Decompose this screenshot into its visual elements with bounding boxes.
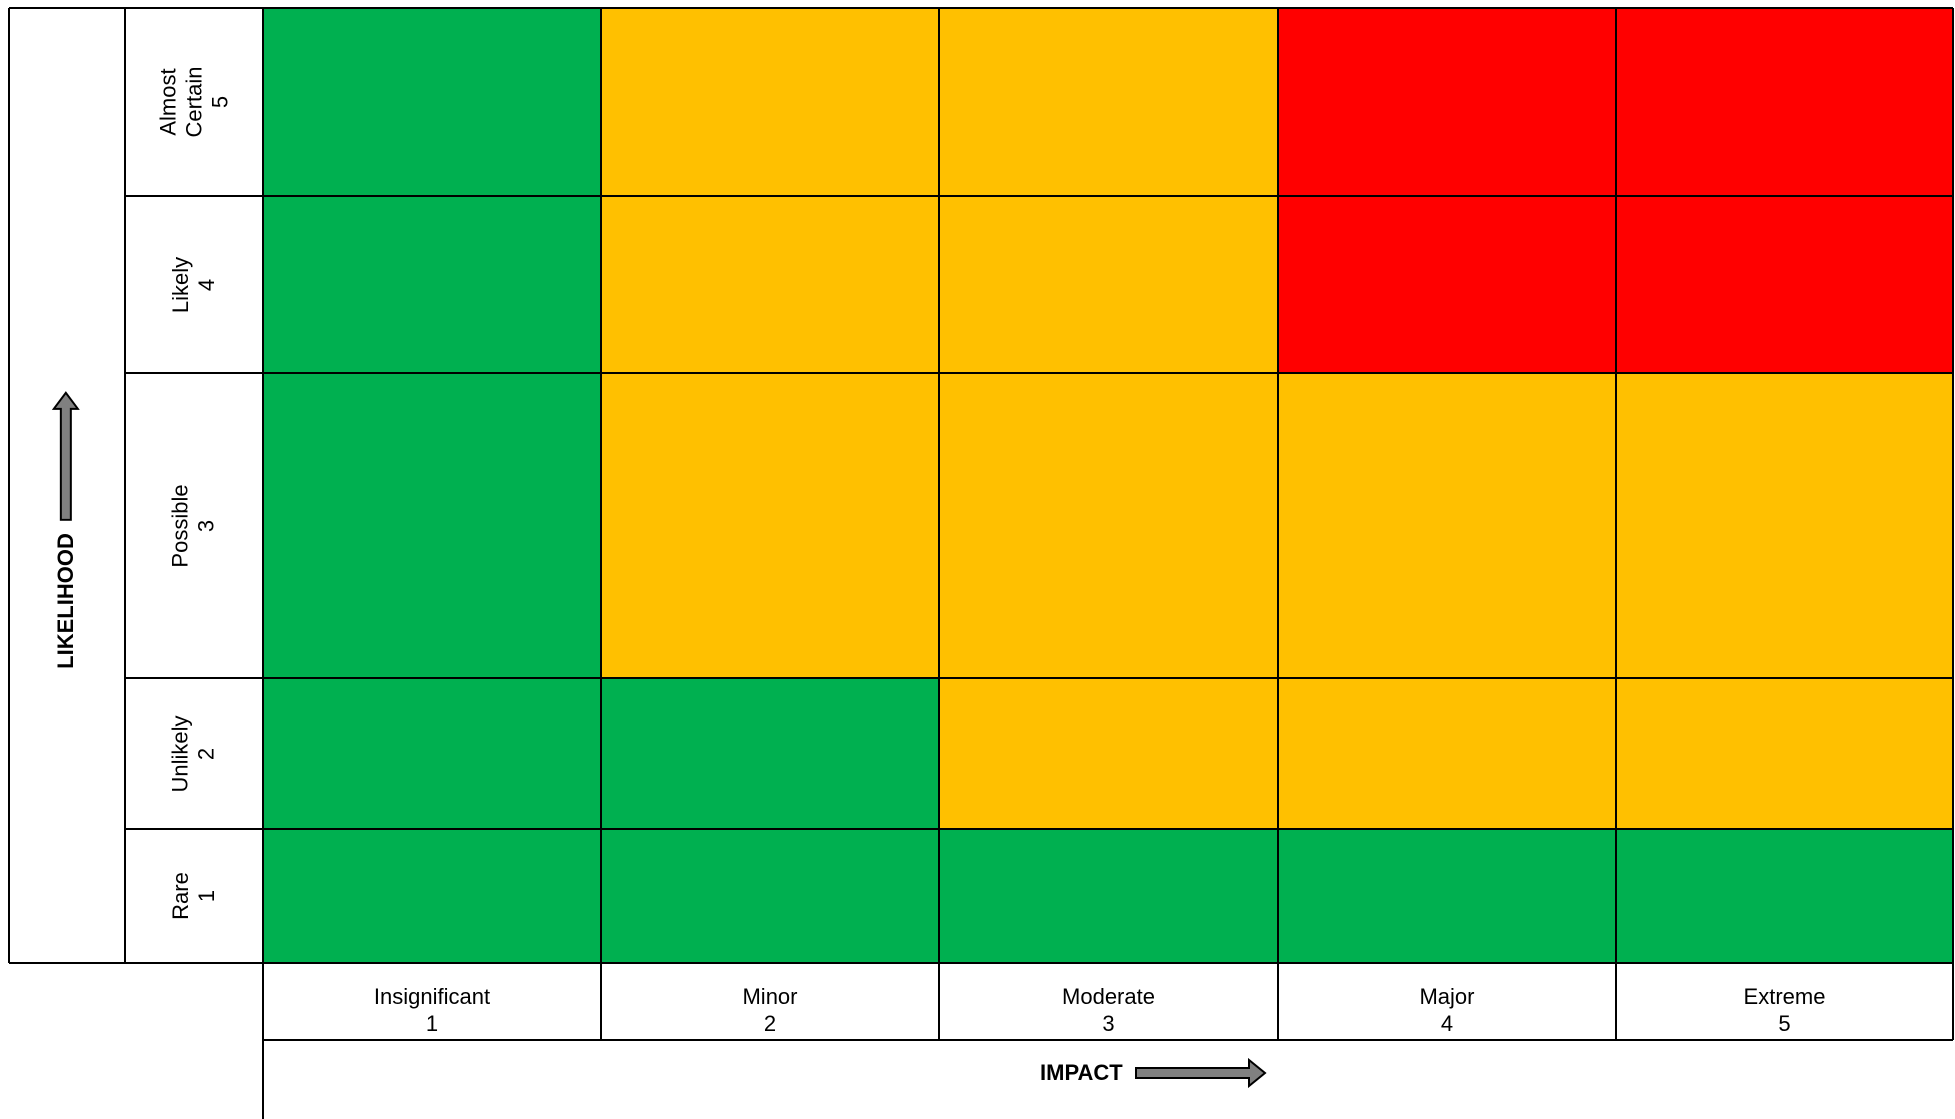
grid-line <box>9 7 1953 9</box>
grid-line <box>8 8 10 963</box>
grid-line <box>938 8 940 1040</box>
risk-cell <box>1278 196 1616 373</box>
risk-cell <box>601 829 939 963</box>
likelihood-row-label: Rare 1 <box>125 829 263 963</box>
likelihood-level: 5 <box>206 95 232 109</box>
impact-column-label: Minor 2 <box>601 983 939 1037</box>
impact-column-label: Major 4 <box>1278 983 1616 1037</box>
grid-line <box>125 828 1953 830</box>
risk-cell <box>601 373 939 678</box>
risk-cell <box>939 678 1278 829</box>
impact-axis: IMPACT <box>1040 1058 1267 1088</box>
risk-cell <box>939 196 1278 373</box>
likelihood-label-text: Rare 1 <box>168 872 220 920</box>
risk-cell <box>601 678 939 829</box>
risk-cell <box>1278 678 1616 829</box>
risk-cell <box>939 373 1278 678</box>
likelihood-name-line: Almost <box>154 68 180 136</box>
risk-cell <box>263 196 601 373</box>
impact-name: Extreme <box>1743 984 1826 1009</box>
likelihood-level: 2 <box>194 747 219 760</box>
grid-line <box>600 8 602 1040</box>
likelihood-label-text: Likely 4 <box>168 256 220 312</box>
grid-line <box>1615 8 1617 1040</box>
impact-level: 3 <box>1102 1011 1115 1036</box>
likelihood-label-text: Possible 3 <box>168 484 220 567</box>
risk-cell <box>1616 829 1953 963</box>
grid-line <box>124 8 126 963</box>
risk-cell <box>1616 8 1953 196</box>
impact-name: Minor <box>742 984 798 1009</box>
grid-line <box>125 372 1953 374</box>
likelihood-row-label: Almost Certain 5 <box>125 8 263 196</box>
impact-column-label: Moderate 3 <box>939 983 1278 1037</box>
risk-cell <box>263 8 601 196</box>
risk-cell <box>1278 373 1616 678</box>
impact-name: Moderate <box>1062 984 1155 1009</box>
impact-column-label: Extreme 5 <box>1616 983 1953 1037</box>
likelihood-label-text: Unlikely 2 <box>168 715 220 792</box>
likelihood-label-text: Almost Certain 5 <box>155 67 233 138</box>
grid-line <box>263 1039 1953 1041</box>
impact-level: 4 <box>1440 1011 1454 1036</box>
likelihood-name-line: Unlikely <box>168 714 193 793</box>
risk-cell <box>1278 8 1616 196</box>
likelihood-level: 1 <box>194 889 219 903</box>
up-arrow-icon <box>52 391 81 522</box>
risk-cell <box>1616 196 1953 373</box>
grid-line <box>1277 8 1279 1040</box>
risk-cell <box>263 678 601 829</box>
grid-line <box>1952 8 1954 1040</box>
risk-cell <box>939 8 1278 196</box>
risk-cell <box>263 373 601 678</box>
likelihood-name-line: Possible <box>168 483 193 568</box>
risk-cell <box>263 829 601 963</box>
likelihood-name-line: Likely <box>168 256 193 313</box>
risk-cell <box>601 196 939 373</box>
grid-line <box>9 962 1953 964</box>
likelihood-row-label: Likely 4 <box>125 196 263 373</box>
likelihood-level: 4 <box>194 278 219 291</box>
likelihood-level: 3 <box>194 519 219 532</box>
right-arrow-icon <box>1134 1058 1267 1088</box>
impact-name: Major <box>1419 984 1475 1009</box>
risk-cell <box>939 829 1278 963</box>
risk-cell <box>601 8 939 196</box>
likelihood-axis: LIKELIHOOD <box>36 370 96 690</box>
likelihood-name-line: Rare <box>168 872 193 920</box>
impact-axis-label: IMPACT <box>1040 1060 1123 1085</box>
grid-line <box>125 195 1953 197</box>
risk-cell <box>1616 678 1953 829</box>
risk-cell <box>1278 829 1616 963</box>
risk-cell <box>1616 373 1953 678</box>
likelihood-name-line: Certain <box>180 66 206 138</box>
impact-level: 1 <box>425 1011 439 1036</box>
impact-level: 5 <box>1778 1011 1791 1036</box>
grid-line <box>125 677 1953 679</box>
impact-column-label: Insignificant 1 <box>263 983 601 1037</box>
likelihood-row-label: Possible 3 <box>125 373 263 678</box>
impact-level: 2 <box>763 1011 777 1036</box>
likelihood-axis-label: LIKELIHOOD <box>53 533 79 669</box>
grid-line <box>262 8 264 1119</box>
likelihood-row-label: Unlikely 2 <box>125 678 263 829</box>
impact-name: Insignificant <box>373 984 491 1009</box>
